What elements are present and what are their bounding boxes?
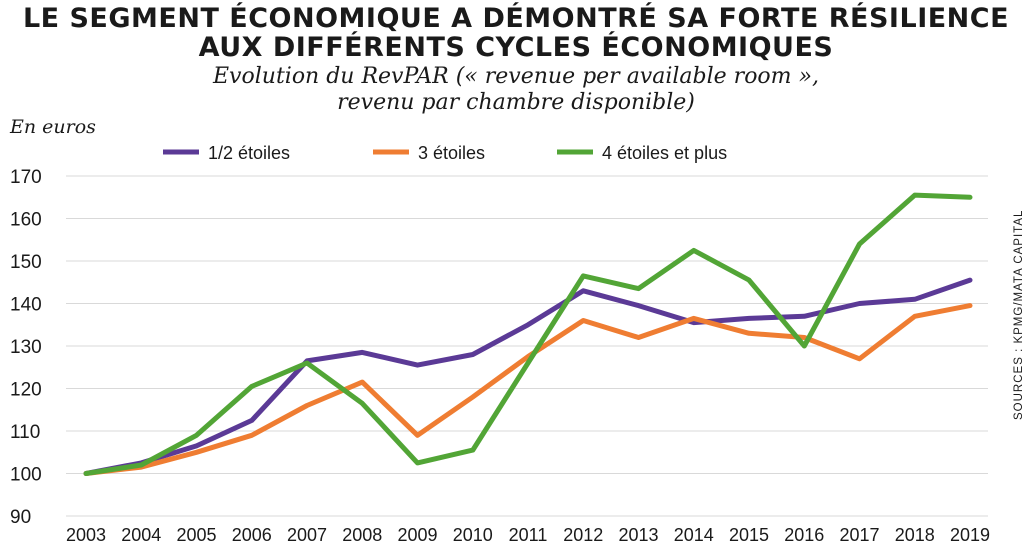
x-tick-label: 2018 [895,525,935,545]
y-tick-label: 170 [10,167,42,188]
x-tick-label: 2017 [839,525,879,545]
y-tick-label: 160 [10,210,42,231]
x-tick-label: 2005 [176,525,216,545]
chart-title-line-1: LE SEGMENT ÉCONOMIQUE A DÉMONTRÉ SA FORT… [22,3,1010,34]
y-tick-label: 120 [10,380,42,401]
x-tick-label: 2010 [453,525,493,545]
x-tick-label: 2015 [729,525,769,545]
series-line-2 [83,303,973,476]
x-tick-label: 2019 [950,525,990,545]
x-tick-label: 2011 [509,525,548,545]
x-tick-label: 2004 [121,525,161,545]
x-tick-label: 2008 [342,525,382,545]
chart-subtitle-line-2: revenu par chambre disponible) [337,90,695,115]
legend-label: 3 étoiles [418,143,485,163]
gridlines [66,175,988,517]
x-tick-label: 2007 [287,525,327,545]
legend-label: 4 étoiles et plus [602,143,727,163]
legend: 1/2 étoiles 3 étoiles 4 étoiles et plus [163,143,727,163]
y-tick-label: 90 [10,507,31,528]
x-tick-label: 2012 [563,525,603,545]
x-tick-label: 2016 [784,525,824,545]
y-tick-label: 140 [10,295,42,316]
x-tick-label: 2006 [232,525,272,545]
chart-subtitle-line-1: Evolution du RevPAR (« revenue per avail… [213,64,819,89]
y-axis-unit-label: En euros [10,116,96,138]
x-tick-label: 2013 [618,525,658,545]
y-tick-label: 100 [10,465,42,486]
x-tick-label: 2009 [397,525,437,545]
series-lines [83,192,973,476]
y-tick-label: 110 [10,422,40,443]
x-axis-ticks: 2003 2004 2005 2006 2007 2008 2009 2010 2011 2012… [66,525,990,545]
y-tick-label: 130 [10,337,42,358]
x-tick-label: 2003 [66,525,106,545]
y-axis-ticks: 90 100 110 120 130 140 150 160 170 [10,167,42,528]
x-tick-label: 2014 [674,525,714,545]
y-tick-label: 150 [10,252,42,273]
chart-title-line-2: AUX DIFFÉRENTS CYCLES ÉCONOMIQUES [198,32,834,63]
legend-label: 1/2 étoiles [208,143,290,163]
series-line-3 [83,192,973,476]
